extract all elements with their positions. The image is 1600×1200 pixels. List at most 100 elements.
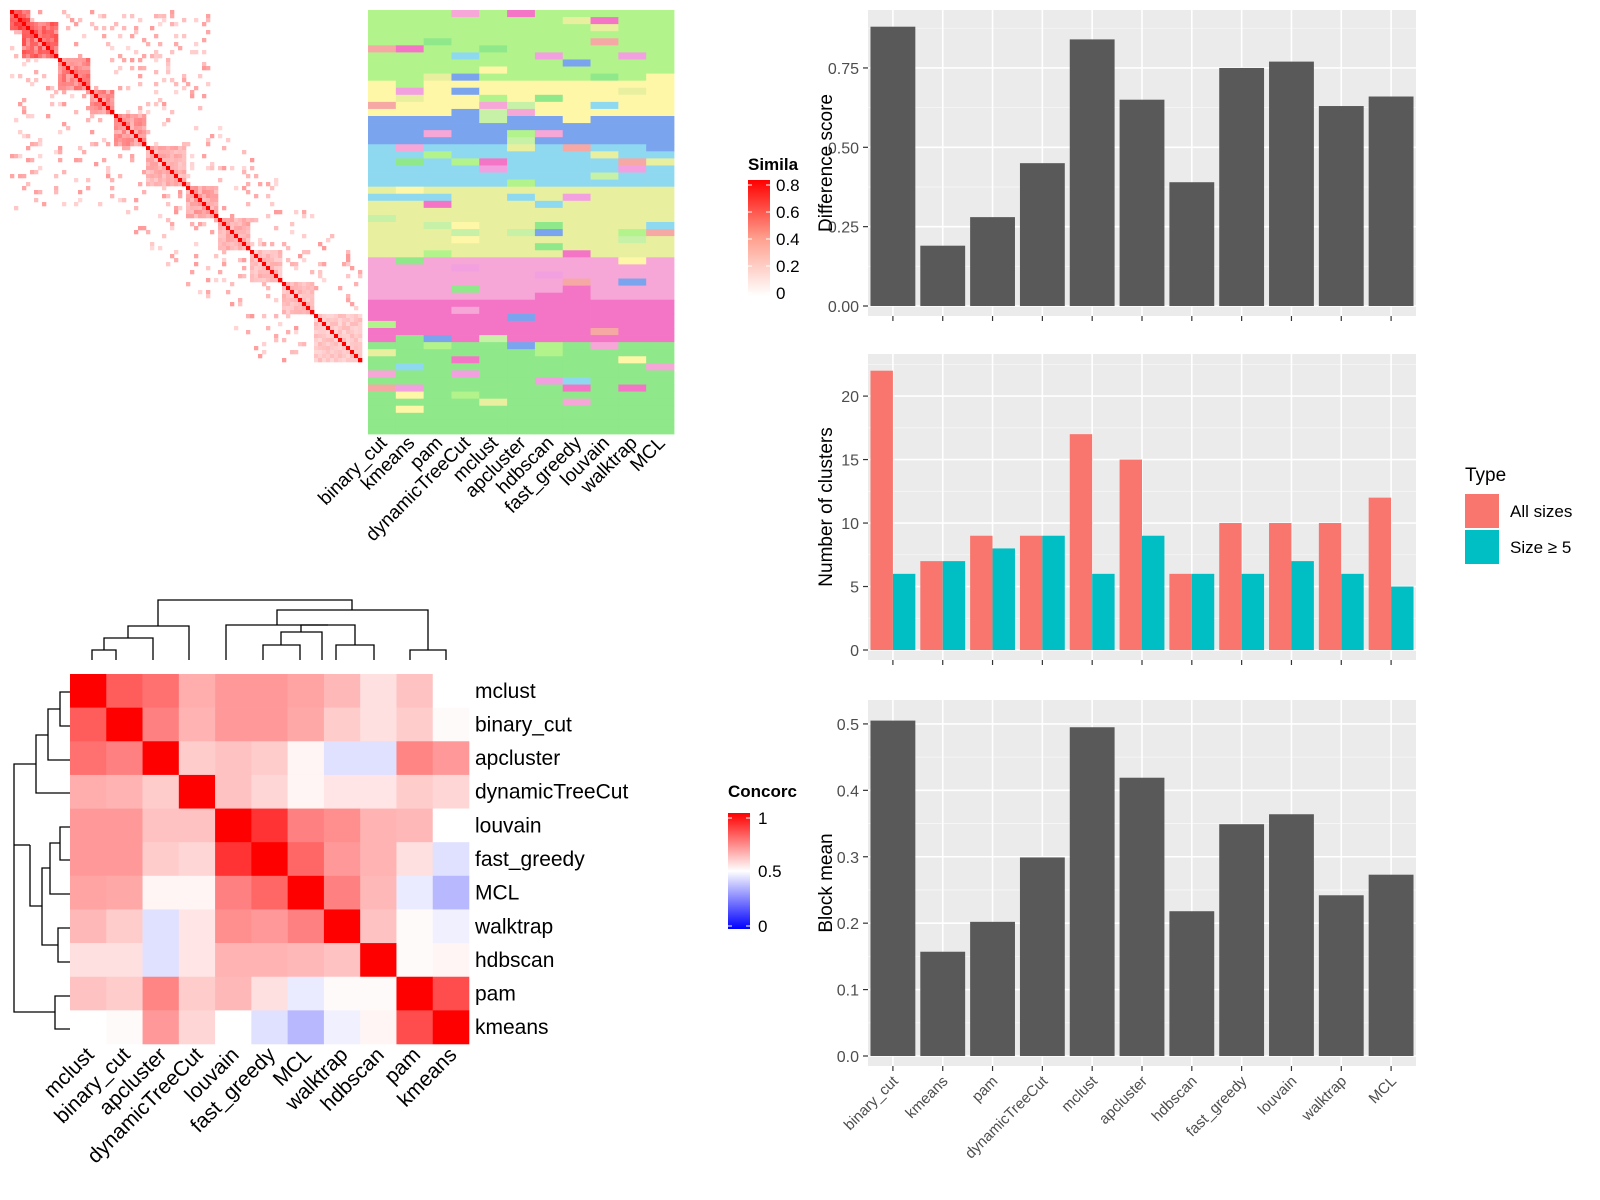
concordance-cell: [142, 842, 180, 877]
similarity-legend-title: Simila: [748, 155, 799, 174]
bar-all-sizes: [1368, 497, 1392, 650]
concordance-cell: [106, 875, 143, 910]
concordance-cell: [360, 774, 397, 809]
y-tick-label: 10: [841, 516, 859, 533]
concordance-cell: [432, 774, 470, 809]
concordance-cell: [432, 707, 470, 742]
concordance-cell: [215, 1010, 252, 1045]
bar: [1019, 857, 1065, 1056]
cluster-assignment-grid: [368, 10, 675, 435]
concordance-cell: [323, 674, 361, 708]
concordance-cell: [215, 707, 252, 742]
concordance-legend-tick: 0.5: [758, 862, 782, 881]
concordance-cell: [70, 909, 107, 944]
y-tick-label: 5: [850, 580, 859, 597]
similarity-legend-colorbar: [748, 180, 770, 296]
concordance-cell: [360, 842, 397, 877]
bar-all-sizes: [1269, 523, 1292, 650]
concordance-cell: [287, 875, 325, 910]
concordance-cell: [287, 808, 325, 843]
x-tick-label: binary_cut: [841, 1072, 903, 1134]
concordance-cell: [396, 909, 434, 944]
concordance-cell: [106, 808, 143, 843]
concordance-legend-colorbar: [728, 813, 750, 929]
concordance-cell: [142, 774, 180, 809]
concordance-cell: [215, 774, 252, 809]
concordance-cell: [360, 674, 397, 708]
concordance-cell: [432, 875, 470, 910]
x-tick-label: MCL: [1366, 1073, 1400, 1107]
concordance-cell: [360, 943, 397, 978]
bar-size-5: [992, 548, 1015, 650]
concordance-row-label: kmeans: [475, 1016, 549, 1039]
concordance-cell: [215, 674, 252, 708]
concordance-column-dendrogram: [91, 599, 447, 660]
concordance-cell: [396, 842, 434, 877]
concordance-cell: [215, 842, 252, 877]
bar: [1169, 182, 1215, 306]
concordance-cell: [70, 875, 107, 910]
concordance-cell: [432, 808, 470, 843]
concordance-row-label: pam: [475, 983, 516, 1006]
concordance-cell: [323, 808, 361, 843]
bar: [1368, 874, 1414, 1056]
bar-all-sizes: [970, 535, 993, 650]
concordance-cell: [396, 741, 434, 776]
concordance-cell: [251, 774, 288, 809]
similarity-heatmap: [10, 10, 363, 438]
bar: [1269, 814, 1314, 1056]
concordance-cell: [396, 707, 434, 742]
concordance-cell: [432, 1010, 470, 1045]
concordance-cell: [432, 909, 470, 944]
concordance-cell: [215, 875, 252, 910]
concordance-cell: [323, 976, 361, 1011]
similarity-legend-tick: 0.4: [776, 230, 800, 249]
bar: [1069, 727, 1115, 1056]
difference-score-chart: 0.00 0.25 0.50 0.75 Difference score: [816, 10, 1416, 321]
bar: [870, 26, 916, 306]
concordance-cell: [323, 707, 361, 742]
concordance-cell: [251, 943, 288, 978]
concordance-cell: [396, 808, 434, 843]
cluster-grid-column-labels: binary_cutkmeanspamdynamicTreeCutmclusta…: [315, 432, 670, 545]
bar-size-5: [1241, 573, 1265, 650]
concordance-cell: [251, 741, 288, 776]
type-legend-title: Type: [1465, 465, 1506, 486]
bar-all-sizes: [1318, 523, 1342, 650]
concordance-cell: [178, 1010, 216, 1045]
bar-size-5: [1391, 586, 1414, 650]
concordance-cell: [142, 674, 180, 708]
concordance-cell: [432, 976, 470, 1011]
concordance-cell: [251, 842, 288, 877]
concordance-cell: [106, 976, 143, 1011]
concordance-cell: [215, 943, 252, 978]
concordance-cell: [178, 674, 216, 708]
concordance-cell: [70, 707, 107, 742]
x-tick-label: walktrap: [1298, 1073, 1350, 1125]
concordance-row-label: binary_cut: [475, 714, 572, 737]
concordance-cell: [142, 741, 180, 776]
concordance-cell: [106, 943, 143, 978]
concordance-cell: [287, 976, 325, 1011]
y-axis-label: Difference score: [816, 94, 837, 232]
legend-label-all-sizes: All sizes: [1510, 502, 1572, 521]
bar-all-sizes: [1219, 523, 1242, 650]
bar-all-sizes: [1019, 535, 1043, 650]
block-mean-chart: 0.0 0.1 0.2 0.3 0.4 0.5 Block mean binary_cut km…: [816, 700, 1416, 1162]
bar-size-5: [1042, 535, 1065, 650]
bar-size-5: [942, 561, 966, 650]
bar: [1269, 61, 1314, 306]
concordance-cell: [106, 774, 143, 809]
concordance-cell: [287, 741, 325, 776]
concordance-cell: [142, 943, 180, 978]
concordance-cell: [287, 774, 325, 809]
concordance-row-label: mclust: [475, 680, 536, 703]
bar-size-5: [892, 573, 916, 650]
bar-size-5: [1142, 535, 1165, 650]
bar-all-sizes: [1169, 573, 1192, 650]
concordance-cell: [323, 909, 361, 944]
concordance-cell: [106, 909, 143, 944]
bar: [1119, 99, 1165, 306]
concordance-cell: [106, 707, 143, 742]
concordance-cell: [70, 976, 107, 1011]
